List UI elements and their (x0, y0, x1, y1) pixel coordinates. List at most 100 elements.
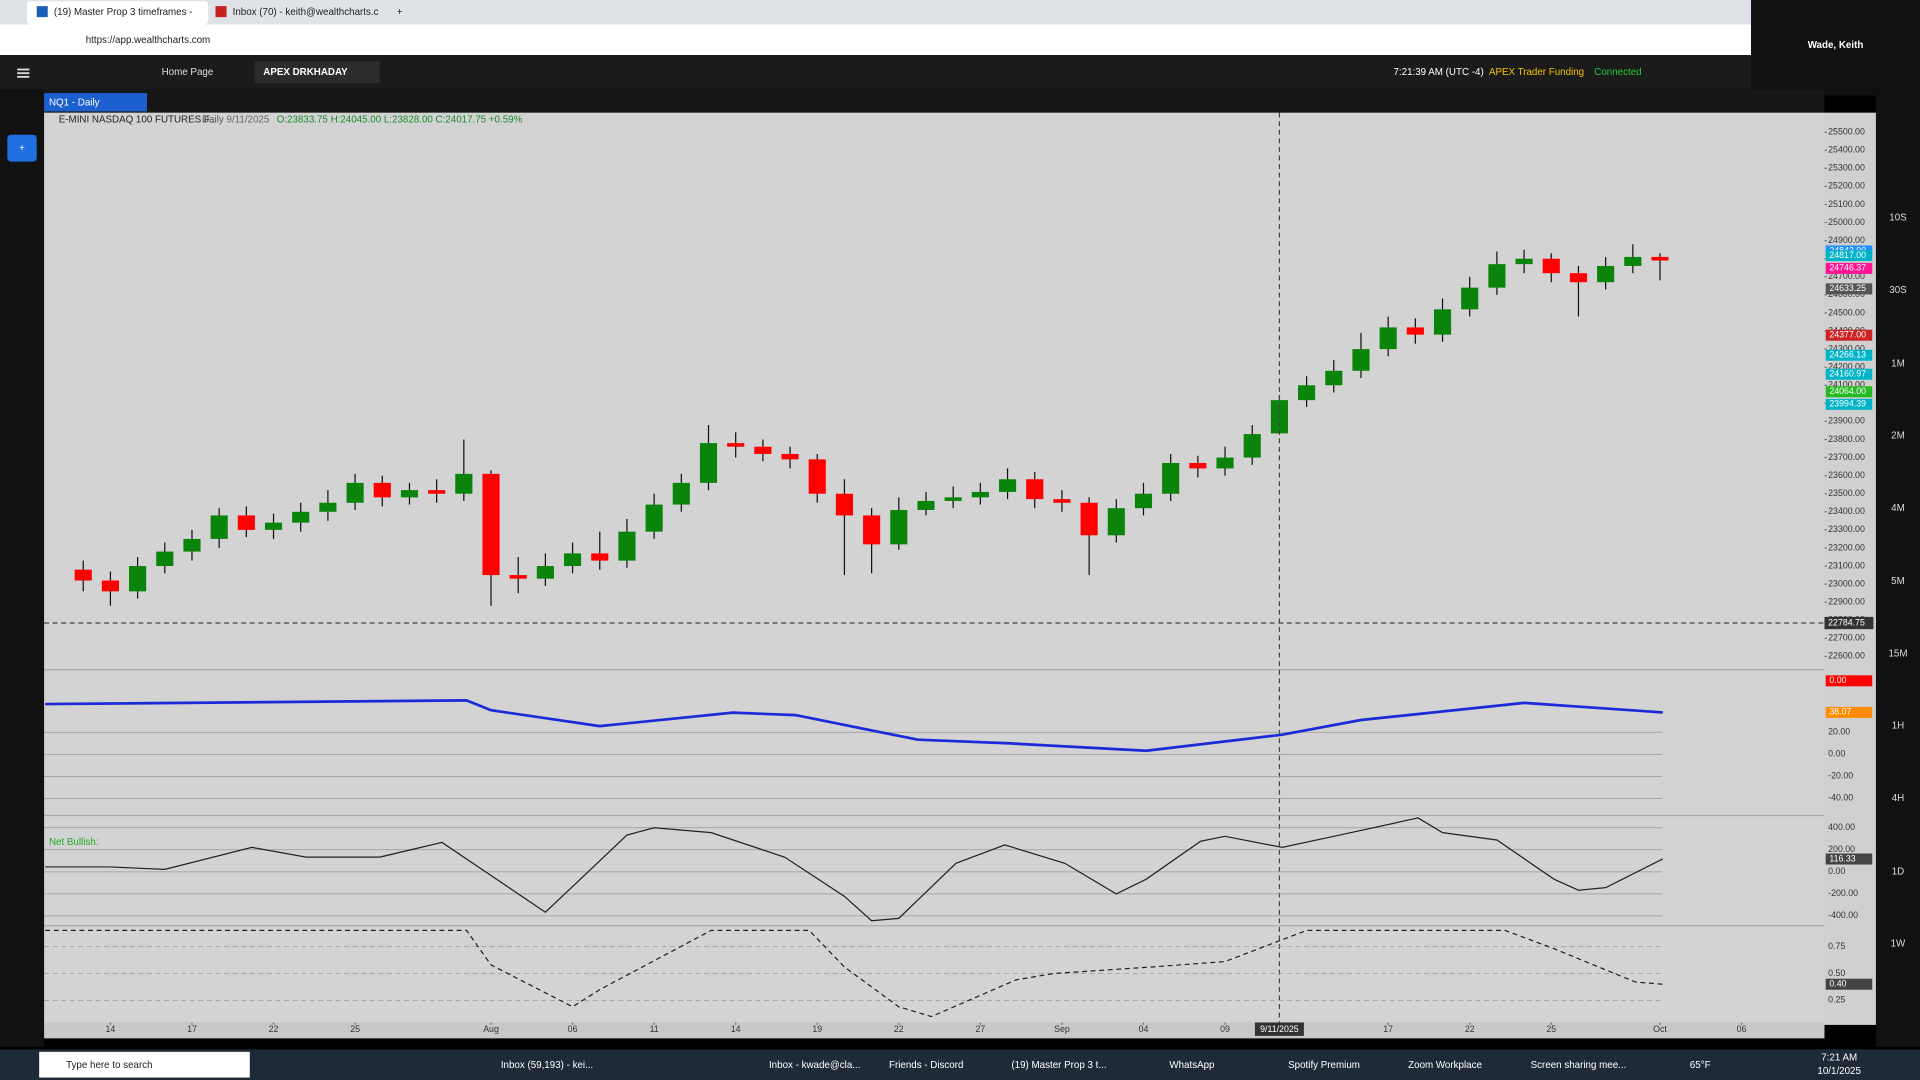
timeframe[interactable]: 2M (1891, 431, 1905, 442)
x-tick-label: 17 (187, 1024, 197, 1034)
candle-body (645, 504, 663, 532)
y-tick-label: -400.00 (1828, 910, 1858, 920)
x-tick-label: 14 (731, 1024, 741, 1034)
crosshair-price: 22784.75 (1828, 617, 1865, 627)
timeframe[interactable]: 5M (1891, 576, 1905, 587)
candle-body (1243, 434, 1261, 458)
timeframe[interactable]: 30S (1889, 285, 1907, 296)
x-tick-label: 06 (1737, 1024, 1747, 1034)
candle-body (1461, 287, 1479, 310)
candle-body (1433, 309, 1452, 335)
taskbar-app[interactable]: Friends - Discord (889, 1060, 963, 1071)
y-tick-label: 20.00 (1828, 727, 1850, 737)
taskbar-app[interactable]: Inbox - kwade@cla... (769, 1060, 860, 1071)
timeframe[interactable]: 1M (1891, 358, 1905, 369)
active-tab[interactable] (26, 1, 209, 25)
candle-body (1189, 462, 1207, 469)
price-badge-label: 24160.97 (1829, 369, 1866, 379)
price-badge-label: 24817.00 (1829, 250, 1866, 260)
timeframe[interactable]: 15M (1888, 648, 1907, 659)
price-badge-label: 23994.39 (1829, 399, 1866, 409)
signal-badge-label: 0.00 (1829, 675, 1846, 685)
timeframe[interactable]: 4M (1891, 503, 1905, 514)
candle-body (455, 473, 473, 494)
candle-body (1026, 479, 1044, 500)
ohlc: O:23833.75 H:24045.00 L:23828.00 C:24017… (277, 115, 523, 126)
timeframe[interactable]: 1W (1891, 939, 1906, 950)
funding-label[interactable]: APEX Trader Funding (1489, 67, 1584, 78)
x-tick-label: 22 (1465, 1024, 1475, 1034)
timeframe[interactable]: 4H (1892, 793, 1905, 804)
candle-body (373, 482, 391, 498)
participant-name: Wade, Keith (1808, 40, 1864, 51)
tab-title[interactable]: (19) Master Prop 3 timeframes - (54, 7, 193, 18)
weather: 65°F (1690, 1060, 1711, 1071)
price-badge-label: 24633.25 (1829, 283, 1866, 293)
signal-badge (1825, 675, 1873, 687)
candle-body (346, 482, 364, 503)
candle-body (319, 502, 337, 512)
taskbar-app[interactable]: Inbox (59,193) - kei... (501, 1060, 593, 1071)
candle-body (509, 575, 527, 579)
x-tick-label: 25 (350, 1024, 360, 1034)
y-tick-label: 25200.00 (1828, 181, 1865, 191)
candle-body (536, 566, 554, 579)
value-badge (1825, 978, 1873, 990)
taskbar-app[interactable]: Screen sharing mee... (1531, 1060, 1627, 1071)
url[interactable]: https://app.wealthcharts.com (86, 35, 211, 46)
candle-body (699, 443, 718, 483)
taskbar-app[interactable]: (19) Master Prop 3 t... (1011, 1060, 1106, 1071)
toolbar-tab[interactable]: Home Page (162, 67, 214, 78)
x-tick-label: Aug (483, 1024, 499, 1034)
connection-status: Connected (1594, 67, 1641, 78)
candle-body (101, 580, 119, 592)
candle-body (618, 531, 636, 561)
timeframe[interactable]: 1H (1892, 721, 1905, 732)
candle-body (292, 511, 310, 523)
candle-body (672, 482, 690, 505)
price-badge-label: 24746.37 (1829, 263, 1866, 273)
timeframe[interactable]: 1D (1892, 866, 1905, 877)
x-tick-label: 04 (1139, 1024, 1149, 1034)
chart-background (44, 112, 1825, 1025)
indicator-line (45, 699, 1663, 753)
new-tab[interactable]: + (397, 7, 403, 18)
taskbar-app[interactable]: Zoom Workplace (1408, 1060, 1482, 1071)
taskbar-app[interactable]: WhatsApp (1169, 1060, 1215, 1071)
candle-body (1651, 256, 1669, 261)
menu-icon[interactable] (17, 68, 30, 71)
timeframe[interactable]: 10S (1889, 213, 1907, 224)
candle-body (917, 500, 935, 510)
candle-body (1325, 370, 1343, 386)
menu-icon (17, 75, 30, 78)
candle-body (1053, 499, 1071, 503)
x-tick-label: 06 (568, 1024, 578, 1034)
x-tick-label: 17 (1383, 1024, 1393, 1034)
search-box[interactable] (39, 1051, 250, 1078)
y-tick-label: 25100.00 (1828, 199, 1865, 209)
y-tick-label: 23100.00 (1828, 560, 1865, 570)
crosshair-price-box (1824, 616, 1874, 630)
tab-title[interactable]: Inbox (70) - keith@wealthcharts.c (233, 7, 379, 18)
y-tick-label: 22600.00 (1828, 651, 1865, 661)
candle-body (74, 569, 92, 581)
y-tick-label: 25400.00 (1828, 145, 1865, 155)
x-tick-label: 22 (894, 1024, 904, 1034)
y-tick-label: 23500.00 (1828, 488, 1865, 498)
add-button[interactable] (7, 134, 37, 162)
value-badge (1825, 706, 1873, 718)
price-badge (1825, 349, 1873, 361)
candle-body (808, 459, 826, 494)
y-tick-label: 24900.00 (1828, 235, 1865, 245)
candle-body (210, 515, 228, 539)
symbol-tab[interactable] (44, 93, 147, 112)
taskbar-app[interactable]: Spotify Premium (1288, 1060, 1360, 1071)
address-bar (0, 24, 1752, 56)
tab-strip (0, 0, 1920, 25)
y-tick-label: 24700.00 (1828, 271, 1865, 281)
candle-body (1080, 502, 1098, 536)
toolbar-tab[interactable]: APEX DRKHADAY (263, 67, 348, 78)
y-tick-label: 23800.00 (1828, 434, 1865, 444)
